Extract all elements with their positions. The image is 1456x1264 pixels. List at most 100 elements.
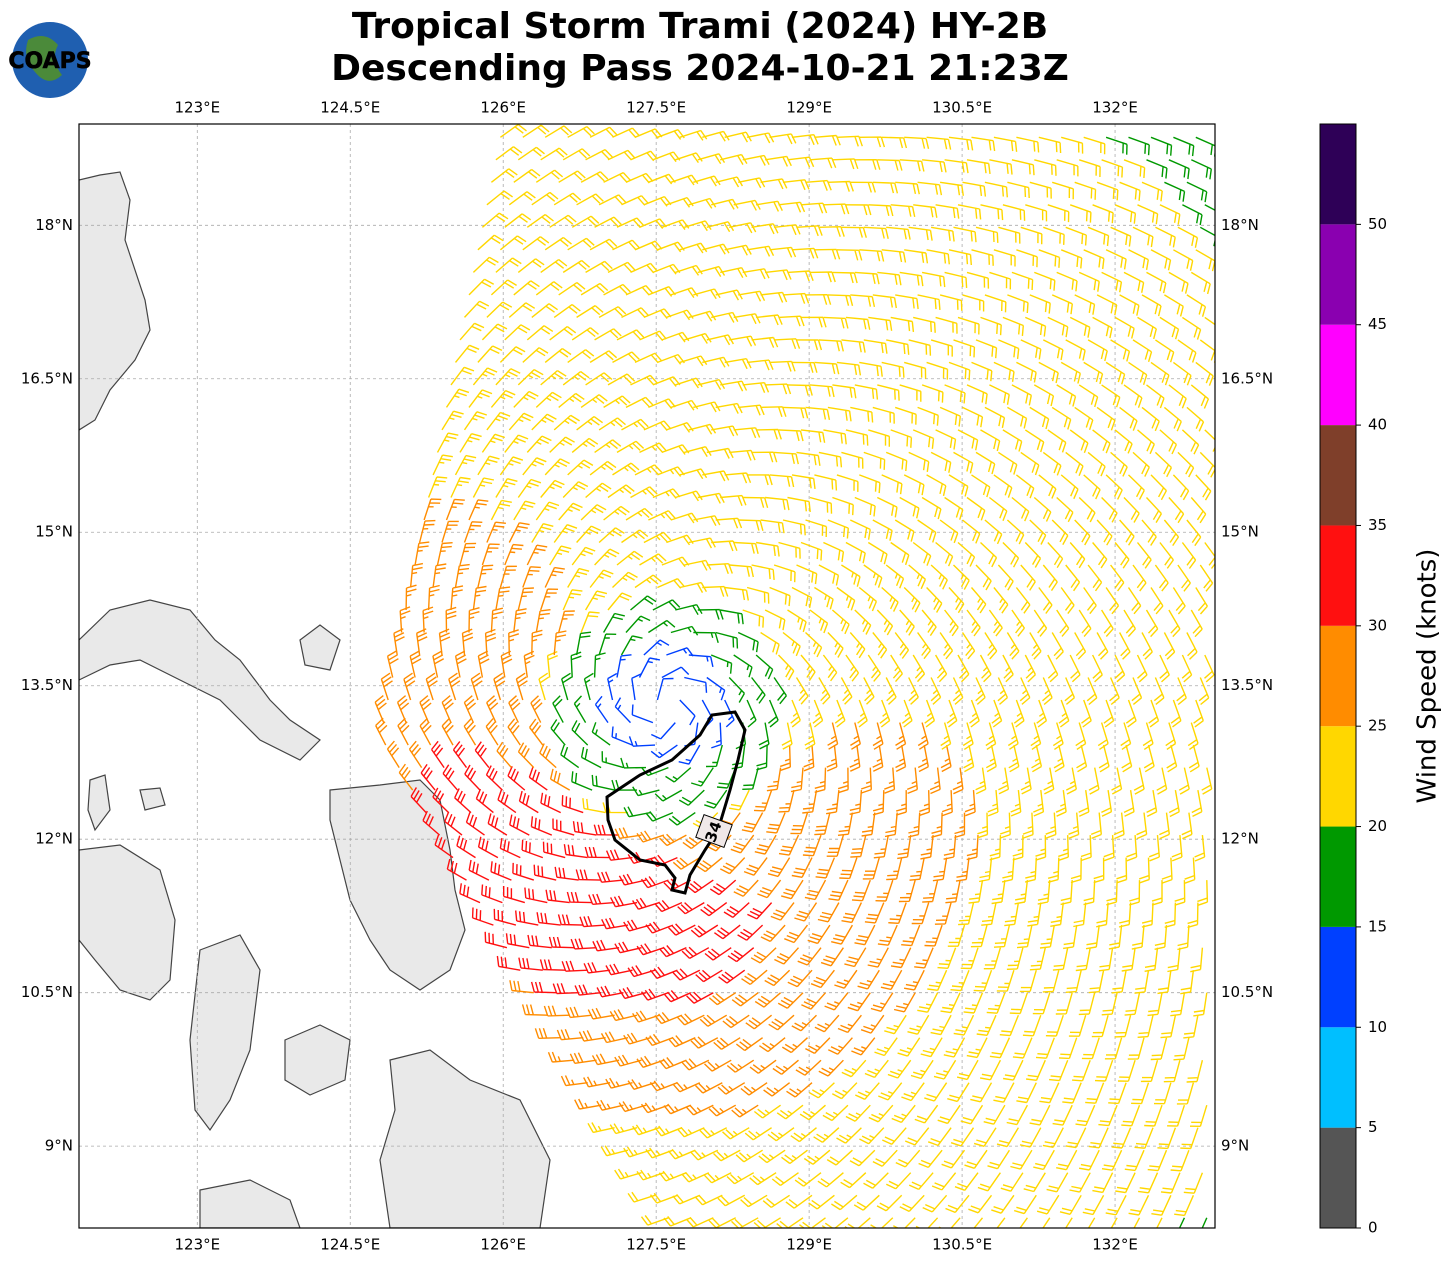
wind-barb xyxy=(814,248,841,260)
wind-barb xyxy=(1181,429,1200,455)
wind-barb xyxy=(818,1059,844,1077)
wind-barb xyxy=(845,1104,871,1122)
wind-barb xyxy=(999,1014,1020,1037)
wind-barb xyxy=(607,484,635,499)
wind-barb xyxy=(1119,294,1140,316)
wind-barb xyxy=(531,629,543,656)
wind-barb xyxy=(490,861,512,881)
colorbar-tick-label: 15 xyxy=(1368,917,1387,935)
wind-barb xyxy=(809,496,833,514)
wind-barb xyxy=(839,857,858,880)
wind-barb xyxy=(767,699,779,728)
wind-barb xyxy=(1087,339,1108,362)
wind-barb xyxy=(1186,519,1202,547)
wind-barb xyxy=(1126,835,1138,862)
wind-barb xyxy=(854,384,879,400)
wind-barb xyxy=(1190,497,1207,524)
wind-barb xyxy=(919,790,930,817)
wind-barb xyxy=(704,1059,732,1072)
wind-barb xyxy=(1180,1127,1199,1150)
wind-barb xyxy=(1047,316,1069,338)
wind-barb xyxy=(899,384,922,402)
wind-barb xyxy=(841,226,867,238)
wind-barb xyxy=(1105,1194,1127,1216)
wind-barb xyxy=(971,136,996,152)
lon-tick-label: 132°E xyxy=(1092,99,1138,117)
wind-barb xyxy=(663,878,692,891)
colorbar-segment xyxy=(1320,425,1356,526)
wind-barb xyxy=(945,879,961,904)
wind-barb xyxy=(708,1217,737,1228)
wind-barb xyxy=(636,1169,665,1181)
wind-barb xyxy=(679,355,708,367)
wind-barb xyxy=(580,611,600,633)
wind-barb xyxy=(726,1172,755,1185)
wind-barb xyxy=(625,396,654,409)
wind-barb xyxy=(878,1082,903,1101)
wind-barb xyxy=(542,841,566,859)
wind-barb xyxy=(1154,451,1173,478)
wind-barb xyxy=(468,278,495,296)
wind-barb xyxy=(675,264,703,276)
wind-barb xyxy=(746,586,770,604)
wind-barb xyxy=(450,585,464,611)
wind-barb xyxy=(496,741,512,769)
wind-barb xyxy=(560,744,580,769)
wind-barb xyxy=(459,542,477,566)
wind-barb xyxy=(419,717,432,746)
wind-barb xyxy=(831,1194,858,1211)
wind-barb xyxy=(481,884,503,904)
lat-tick-label: 12°N xyxy=(1221,830,1259,848)
wind-barb xyxy=(601,917,629,930)
wind-barb xyxy=(957,654,970,683)
colorbar-segment xyxy=(1320,124,1356,225)
wind-barb xyxy=(398,763,414,791)
wind-barb xyxy=(553,304,581,318)
wind-barb xyxy=(1011,384,1032,406)
wind-barb xyxy=(983,1104,1006,1125)
wind-barb xyxy=(948,361,971,381)
wind-barb xyxy=(508,412,534,431)
wind-barb xyxy=(738,519,764,531)
wind-barb xyxy=(944,496,964,520)
wind-barb xyxy=(1069,316,1091,338)
wind-barb xyxy=(658,945,687,958)
wind-barb xyxy=(661,219,690,231)
wind-barb xyxy=(985,722,997,750)
wind-barb xyxy=(717,1194,746,1207)
wind-barb xyxy=(593,824,620,836)
wind-barb xyxy=(733,313,761,325)
wind-barb xyxy=(1186,294,1207,317)
wind-barb xyxy=(1110,451,1128,477)
wind-barb xyxy=(1182,316,1202,340)
wind-barb xyxy=(888,902,907,924)
lat-tick-label: 15°N xyxy=(1221,523,1259,541)
wind-barb xyxy=(742,154,770,166)
lon-tick-label: 132°E xyxy=(1092,1236,1138,1254)
wind-barb xyxy=(904,136,930,149)
wind-barb xyxy=(602,612,625,633)
wind-barb xyxy=(1108,1082,1127,1105)
wind-barb xyxy=(522,236,550,251)
wind-barb xyxy=(742,382,770,393)
wind-barb xyxy=(1074,406,1094,431)
wind-barb xyxy=(984,632,998,660)
wind-barb xyxy=(1083,249,1105,269)
wind-barb xyxy=(1031,744,1043,773)
wind-barb xyxy=(1008,744,1020,773)
wind-barb xyxy=(1163,519,1180,546)
wind-barb xyxy=(1199,339,1215,363)
wind-barb xyxy=(561,795,584,814)
wind-barb xyxy=(654,789,683,802)
wind-barb xyxy=(1181,812,1193,840)
wind-barb xyxy=(522,457,547,476)
wind-barb xyxy=(935,429,957,450)
wind-barb xyxy=(769,133,797,145)
wind-barb xyxy=(908,1172,934,1191)
wind-barb xyxy=(549,768,571,791)
wind-barb xyxy=(751,336,779,348)
wind-barb xyxy=(549,214,577,228)
wind-barb xyxy=(649,1080,678,1092)
wind-barb xyxy=(776,1217,804,1228)
wind-barb xyxy=(515,672,528,701)
